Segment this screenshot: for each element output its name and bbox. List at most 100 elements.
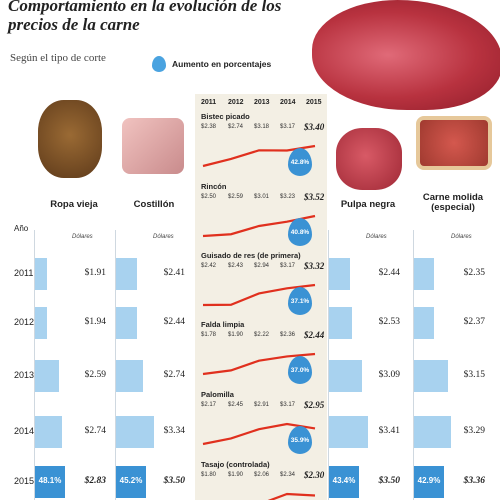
value-label: $3.17 — [280, 124, 296, 130]
cut-name: Costillón — [133, 199, 175, 210]
year-header: 2011 — [201, 99, 217, 106]
value-label: $2.36 — [280, 332, 296, 338]
value-label: $2.38 — [201, 124, 217, 130]
year-label: 2012 — [14, 317, 35, 327]
value-label: $2.74 — [84, 426, 106, 436]
column-axis — [413, 230, 414, 500]
value-label: $2.37 — [463, 317, 485, 327]
value-label: $3.15 — [463, 370, 485, 380]
bar — [414, 258, 434, 290]
bar — [35, 307, 47, 339]
ropa-vieja-image — [38, 100, 102, 178]
cut-name: Ropa vieja — [50, 199, 98, 210]
bar — [35, 416, 62, 448]
value-label: $3.50 — [378, 476, 400, 486]
bar — [329, 466, 359, 498]
bar — [329, 416, 368, 448]
column-axis — [328, 230, 329, 500]
value-label: $3.41 — [378, 426, 400, 436]
increase-badge: 42.8% — [288, 148, 312, 176]
increase-label: 43.4% — [332, 476, 356, 485]
year-label: 2015 — [14, 476, 35, 486]
chart-title: Comportamiento en la evolución de los pr… — [8, 0, 282, 34]
value-label: $3.50 — [163, 476, 185, 486]
value-label: $2.06 — [254, 472, 270, 478]
trend-line — [267, 492, 316, 500]
unit-label: Dólares — [366, 234, 387, 240]
value-label: $2.22 — [254, 332, 270, 338]
value-label: $3.34 — [163, 426, 185, 436]
bar — [414, 466, 444, 498]
bar — [116, 258, 137, 290]
cut-name: Guisado de res (de primera) — [201, 251, 301, 260]
legend-label: Aumento en porcentajes — [172, 59, 272, 69]
costillon-image — [122, 118, 184, 174]
cut-name: Carne molida (especial) — [422, 192, 484, 213]
year-header: 2014 — [280, 99, 296, 106]
value-label: $2.83 — [84, 476, 106, 486]
value-label: $1.80 — [201, 472, 217, 478]
bar — [414, 416, 451, 448]
value-label: $2.34 — [280, 472, 296, 478]
value-label: $2.44 — [378, 268, 400, 278]
value-label: $2.44 — [304, 330, 325, 340]
carne-molida-image — [416, 116, 492, 170]
increase-label: 48.1% — [38, 476, 62, 485]
bar — [414, 360, 448, 392]
value-label: $2.45 — [228, 402, 244, 408]
bar — [329, 307, 352, 339]
value-label: $3.40 — [304, 122, 325, 132]
year-header: 2013 — [254, 99, 270, 106]
unit-label: Dólares — [72, 234, 93, 240]
cut-name: Falda limpia — [201, 320, 245, 329]
increase-badge: 37.1% — [288, 287, 312, 315]
value-label: $1.90 — [228, 472, 244, 478]
legend: Aumento en porcentajes — [152, 56, 271, 72]
increase-label: 45.2% — [119, 476, 143, 485]
bar — [116, 307, 137, 339]
bar — [35, 466, 65, 498]
value-label: $2.30 — [304, 470, 325, 480]
bar — [116, 416, 154, 448]
pulpa-negra-image — [336, 128, 402, 190]
year-header: Año — [14, 224, 29, 233]
cut-name: Rincón — [201, 182, 227, 191]
value-label: $2.74 — [163, 370, 185, 380]
value-label: $3.52 — [304, 192, 325, 202]
value-label: $2.44 — [163, 317, 185, 327]
value-label: $3.36 — [463, 476, 485, 486]
year-label: 2013 — [14, 370, 35, 380]
year-header: 2015 — [306, 99, 322, 106]
value-label: $3.01 — [254, 194, 270, 200]
column-axis — [115, 230, 116, 500]
value-label: $3.32 — [304, 261, 325, 271]
increase-badge: 37.0% — [288, 356, 312, 384]
bar — [414, 307, 434, 339]
value-label: $2.91 — [254, 402, 270, 408]
value-label: $3.18 — [254, 124, 270, 130]
chart-subtitle: Según el tipo de corte — [10, 52, 106, 64]
increase-badge: 35.9% — [288, 426, 312, 454]
bar — [116, 466, 146, 498]
value-label: $2.94 — [254, 263, 270, 269]
drop-icon — [152, 56, 166, 72]
value-label: $2.95 — [304, 400, 325, 410]
value-label: $2.41 — [163, 268, 185, 278]
column-axis — [34, 230, 35, 500]
unit-label: Dólares — [153, 234, 174, 240]
year-label: 2014 — [14, 426, 35, 436]
value-label: $2.17 — [201, 402, 217, 408]
increase-badge: 40.8% — [288, 218, 312, 246]
value-label: $1.78 — [201, 332, 217, 338]
value-label: $1.91 — [84, 268, 106, 278]
cut-name: Palomilla — [201, 390, 234, 399]
unit-label: Dólares — [451, 234, 472, 240]
value-label: $3.17 — [280, 402, 296, 408]
cut-name: Tasajo (controlada) — [201, 460, 270, 469]
steak-image — [312, 0, 500, 110]
trend-line — [202, 352, 316, 376]
increase-label: 42.9% — [417, 476, 441, 485]
trend-line — [202, 422, 316, 446]
value-label: $3.23 — [280, 194, 296, 200]
